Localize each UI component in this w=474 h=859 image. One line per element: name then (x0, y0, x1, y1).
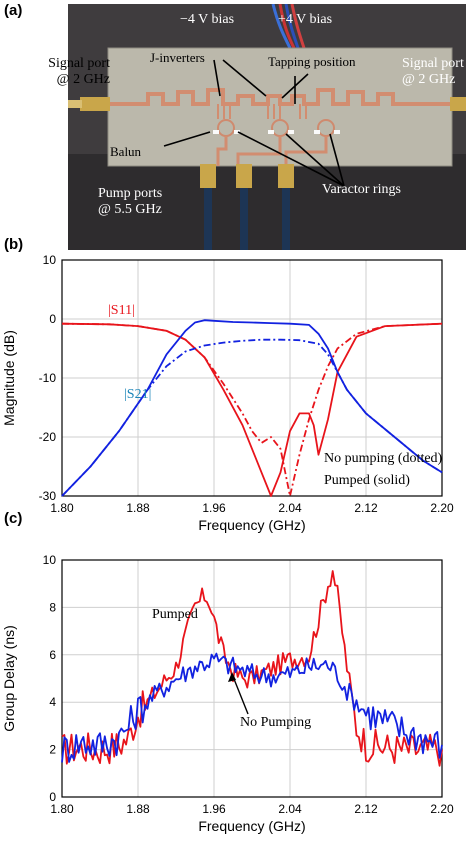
annotation-no-pumping: No Pumping (240, 715, 311, 730)
x-tick-label: 2.04 (278, 802, 302, 816)
signal-port-right-line1: Signal port (402, 56, 464, 71)
y-tick-label: 0 (49, 312, 56, 326)
x-tick-label: 2.20 (430, 802, 454, 816)
x-axis-label: Frequency (GHz) (198, 517, 305, 533)
bias-neg-label: −4 V bias (180, 12, 235, 27)
x-tick-label: 1.80 (50, 802, 74, 816)
y-tick-label: -20 (39, 430, 57, 444)
varactor-rings-label: Varactor rings (322, 182, 401, 197)
x-tick-label: 1.88 (126, 802, 150, 816)
y-tick-label: 6 (49, 648, 56, 662)
annotation-arrows (163, 59, 345, 187)
s11-label: |S11| (108, 303, 135, 318)
series-line-s21 (61, 338, 443, 497)
annotation-pumped: Pumped (152, 607, 198, 622)
s-parameter-chart: 1.80 1.88 1.96 2.04 2.12 2.20 10 0 -10 -20 -30 Freq… (1, 253, 454, 533)
sma-connectors (68, 97, 466, 250)
legend-pumped: Pumped (solid) (324, 473, 410, 488)
pump-ports-line2: @ 5.5 GHz (98, 202, 162, 217)
photo-table (68, 154, 466, 250)
j-inverters-label: J-inverters (150, 50, 205, 65)
x-tick-label: 2.20 (430, 501, 454, 515)
y-axis-label: Magnitude (dB) (1, 330, 17, 426)
x-tick-label: 2.12 (354, 802, 378, 816)
device-photo: −4 V bias +4 V bias J-inverters Tapping … (68, 4, 466, 250)
bias-pos-label: +4 V bias (278, 12, 333, 27)
series-line-s21 (61, 319, 443, 497)
signal-port-left-line2: @ 2 GHz (56, 72, 110, 87)
signal-port-right-label: Signal port @ 2 GHz (402, 56, 464, 88)
series-line-s11 (61, 322, 443, 497)
x-axis-label: Frequency (GHz) (198, 818, 305, 834)
signal-port-right-line2: @ 2 GHz (402, 72, 456, 87)
panel-label-b: (b) (4, 236, 24, 253)
j-inverter-fingers (217, 104, 307, 119)
y-tick-label: 2 (49, 743, 56, 757)
y-tick-label: 10 (43, 253, 57, 267)
tapping-position-label: Tapping position (268, 54, 356, 69)
pump-ports-label: Pump ports @ 5.5 GHz (98, 186, 162, 218)
pump-ports-line1: Pump ports (98, 186, 163, 201)
x-tick-label: 1.96 (202, 802, 226, 816)
s21-label: |S21| (124, 387, 151, 402)
group-delay-chart: 1.80 1.88 1.96 2.04 2.12 2.20 10 8 6 4 2 0 Frequency… (1, 553, 454, 834)
y-tick-label: 0 (49, 790, 56, 804)
annotation-arrowhead (228, 672, 236, 682)
microstrip-filter (108, 88, 452, 106)
panel-label-a: (a) (4, 2, 23, 19)
y-tick-label: -10 (39, 371, 57, 385)
x-tick-label: 1.80 (50, 501, 74, 515)
series-line-pumped (61, 570, 443, 767)
x-tick-label: 2.12 (354, 501, 378, 515)
device-photo-drawing (68, 4, 466, 250)
y-tick-label: 4 (49, 695, 56, 709)
annotation-arrow (231, 673, 249, 715)
balun-label: Balun (110, 144, 142, 159)
signal-port-left-label: Signal port @ 2 GHz (24, 56, 110, 88)
y-tick-label: -30 (39, 489, 57, 503)
x-tick-label: 1.96 (202, 501, 226, 515)
y-tick-label: 8 (49, 600, 56, 614)
series-line-no-pumping (61, 652, 443, 763)
legend-no-pumping: No pumping (dotted) (324, 451, 443, 466)
plot-frame (61, 559, 443, 798)
panel-label-c: (c) (4, 510, 23, 527)
plot-frame (61, 259, 443, 497)
x-tick-label: 1.88 (126, 501, 150, 515)
y-axis-label: Group Delay (ns) (1, 625, 17, 732)
x-tick-label: 2.04 (278, 501, 302, 515)
y-tick-label: 10 (43, 553, 57, 567)
series-line-s11 (61, 322, 443, 497)
signal-port-left-line1: Signal port (48, 56, 110, 71)
